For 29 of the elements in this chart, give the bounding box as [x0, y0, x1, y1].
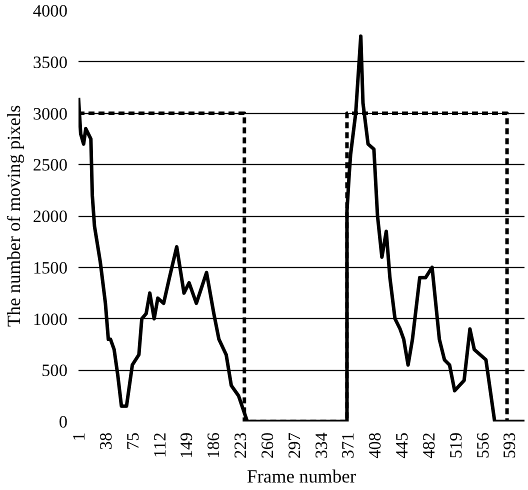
x-tick-label: 38 [96, 432, 116, 450]
x-tick-label: 223 [231, 432, 250, 458]
x-tick-label: 371 [338, 432, 358, 458]
y-tick-label: 3000 [32, 104, 68, 124]
y-tick-label: 4000 [32, 2, 68, 20]
x-tick-label: 75 [123, 432, 142, 450]
x-tick-label: 186 [204, 432, 224, 458]
y-tick-label: 3500 [32, 52, 68, 72]
y-axis-title: The number of moving pixels [4, 105, 25, 327]
x-tick-label: 593 [500, 432, 520, 458]
x-tick-label: 1 [70, 432, 88, 442]
x-tick-label: 408 [366, 432, 385, 458]
y-tick-label: 1000 [32, 310, 68, 329]
x-tick-label: 149 [177, 432, 196, 458]
x-tick-label: 445 [392, 432, 412, 458]
x-axis-title: Frame number [246, 466, 357, 488]
x-tick-label: 260 [258, 432, 277, 458]
y-tick-label: 1500 [32, 258, 68, 278]
y-tick-label: 2500 [32, 156, 68, 175]
y-tick-label: 0 [58, 412, 68, 432]
x-tick-label: 482 [419, 432, 438, 458]
x-tick-label: 334 [312, 432, 331, 458]
y-tick-label: 500 [42, 361, 68, 380]
x-tick-label: 519 [446, 432, 466, 458]
x-tick-label: 297 [284, 432, 304, 458]
line-series [78, 34, 524, 422]
y-tick-label: 2000 [32, 207, 68, 226]
x-tick-label: 556 [473, 432, 492, 458]
x-tick-label: 112 [150, 432, 170, 458]
